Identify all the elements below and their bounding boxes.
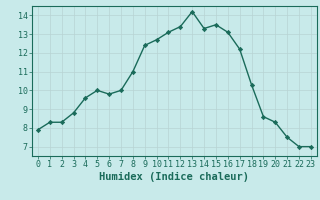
X-axis label: Humidex (Indice chaleur): Humidex (Indice chaleur): [100, 172, 249, 182]
